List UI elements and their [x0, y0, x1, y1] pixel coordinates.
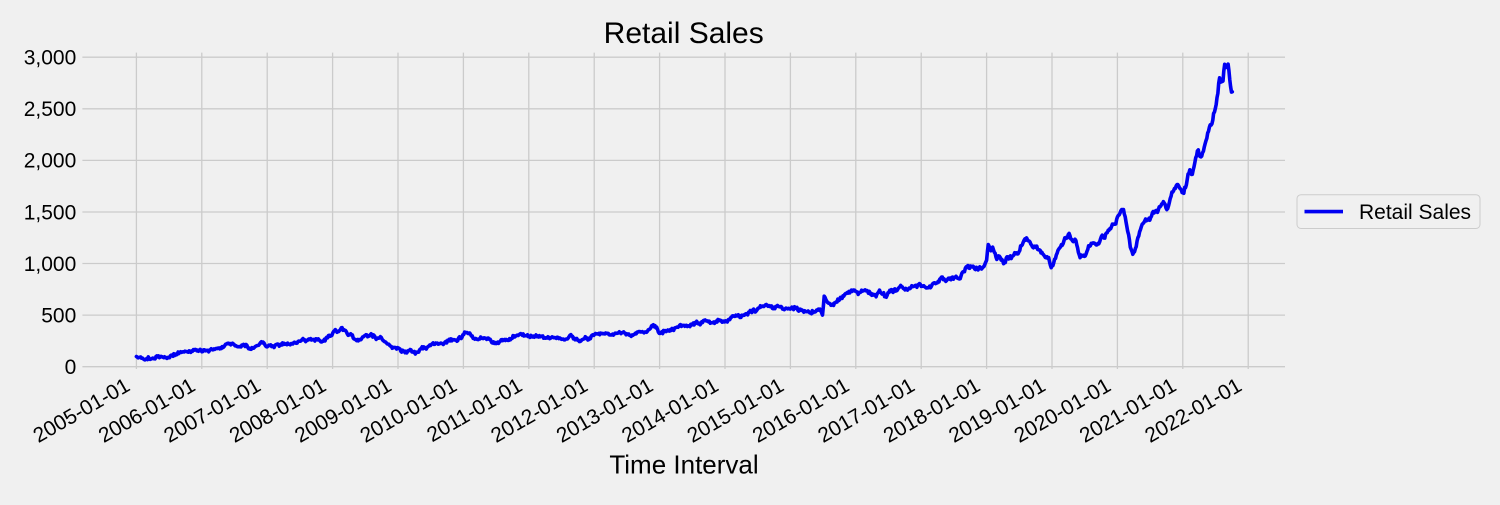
svg-text:1,500: 1,500	[24, 201, 77, 224]
svg-text:Time Interval: Time Interval	[609, 450, 758, 480]
svg-text:0: 0	[65, 356, 77, 379]
svg-text:1,000: 1,000	[24, 253, 77, 276]
svg-text:Retail Sales: Retail Sales	[1359, 201, 1471, 224]
svg-text:2,500: 2,500	[24, 98, 77, 121]
svg-text:Retail Sales: Retail Sales	[604, 17, 764, 50]
svg-text:500: 500	[41, 304, 76, 327]
svg-text:3,000: 3,000	[24, 47, 77, 70]
svg-text:2,000: 2,000	[24, 150, 77, 173]
